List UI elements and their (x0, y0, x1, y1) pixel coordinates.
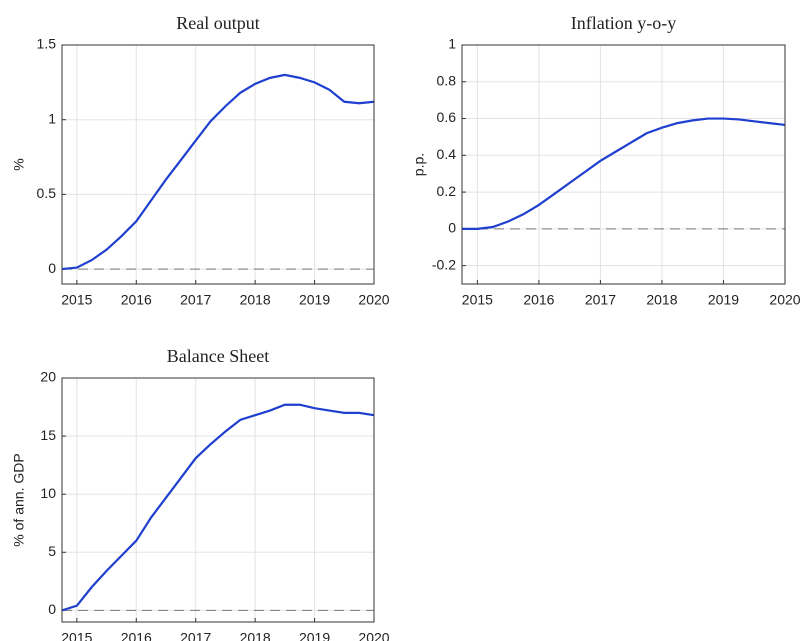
x-tick-label: 2019 (708, 292, 739, 308)
x-tick-label: 2015 (61, 292, 92, 308)
x-tick-label: 2019 (299, 630, 330, 641)
x-tick-label: 2018 (240, 630, 271, 641)
data-line (61, 403, 375, 612)
chart-title: Balance Sheet (167, 346, 269, 366)
y-tick-label: 10 (40, 485, 56, 501)
plot-area (462, 45, 785, 284)
axes-box (461, 44, 786, 285)
x-tick-label: 2017 (180, 292, 211, 308)
plot-area (62, 378, 374, 622)
y-tick-label: 15 (40, 427, 56, 443)
x-tick-label: 2016 (121, 292, 152, 308)
x-tick-label: 2017 (585, 292, 616, 308)
y-tick-label: 1.5 (37, 36, 57, 52)
y-tick-label: 0 (48, 601, 56, 617)
y-tick-label: 0.8 (437, 72, 457, 88)
y-tick-label: 0 (48, 260, 56, 276)
y-tick-label: 0.5 (37, 185, 57, 201)
y-tick-label: 0 (448, 220, 456, 236)
x-tick-label: 2020 (358, 292, 389, 308)
y-tick-label: 20 (40, 369, 56, 385)
y-axis-label: % (11, 158, 27, 170)
x-tick-label: 2018 (646, 292, 677, 308)
y-axis-label: % of ann. GDP (11, 453, 27, 546)
y-tick-label: 1 (48, 110, 56, 126)
y-tick-label: 1 (448, 36, 456, 52)
y-tick-label: 0.2 (437, 183, 457, 199)
x-tick-label: 2016 (121, 630, 152, 641)
data-line (61, 73, 375, 271)
x-tick-label: 2015 (462, 292, 493, 308)
y-tick-label: -0.2 (432, 256, 456, 272)
y-tick-label: 0.6 (437, 109, 457, 125)
chart-title: Inflation y-o-y (571, 13, 676, 33)
y-tick-label: 5 (48, 543, 56, 559)
x-tick-label: 2015 (61, 630, 92, 641)
x-tick-label: 2020 (769, 292, 800, 308)
data-line (462, 117, 786, 230)
x-tick-label: 2020 (358, 630, 389, 641)
axes-box (61, 377, 375, 623)
x-tick-label: 2016 (523, 292, 554, 308)
subplot: 2015 2016 2017 2018 2019 2020 0 5 10 15 20 Balance … (11, 346, 390, 641)
subplot: 2015 2016 2017 2018 2019 2020 0 0.5 1 1.5 Real out… (11, 13, 390, 308)
x-tick-label: 2017 (180, 630, 211, 641)
subplot: 2015 2016 2017 2018 2019 2020 -0.2 0 0.2 0.4 0.6 0.… (411, 13, 801, 308)
x-tick-label: 2018 (240, 292, 271, 308)
x-tick-label: 2019 (299, 292, 330, 308)
chart-title: Real output (176, 13, 260, 33)
y-axis-label: p.p. (411, 153, 427, 176)
y-tick-label: 0.4 (437, 146, 457, 162)
axes-box (61, 44, 375, 285)
